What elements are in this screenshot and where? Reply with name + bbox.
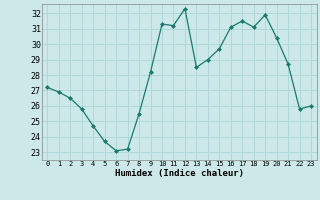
X-axis label: Humidex (Indice chaleur): Humidex (Indice chaleur) [115, 169, 244, 178]
